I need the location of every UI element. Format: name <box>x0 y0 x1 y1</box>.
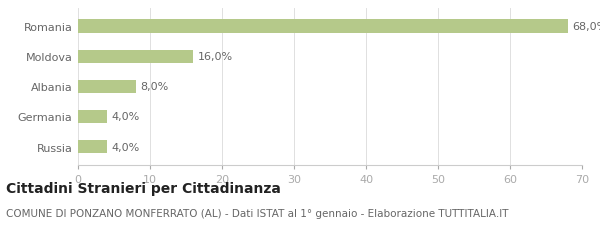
Text: 4,0%: 4,0% <box>112 142 140 152</box>
Text: 68,0%: 68,0% <box>572 22 600 32</box>
Bar <box>78 20 568 34</box>
Text: 8,0%: 8,0% <box>140 82 169 92</box>
Bar <box>78 140 107 154</box>
Text: Cittadini Stranieri per Cittadinanza: Cittadini Stranieri per Cittadinanza <box>6 181 281 195</box>
Text: COMUNE DI PONZANO MONFERRATO (AL) - Dati ISTAT al 1° gennaio - Elaborazione TUTT: COMUNE DI PONZANO MONFERRATO (AL) - Dati… <box>6 208 509 218</box>
Text: 16,0%: 16,0% <box>198 52 233 62</box>
Text: 4,0%: 4,0% <box>112 112 140 122</box>
Bar <box>78 50 193 64</box>
Bar <box>78 110 107 124</box>
Bar <box>78 80 136 94</box>
